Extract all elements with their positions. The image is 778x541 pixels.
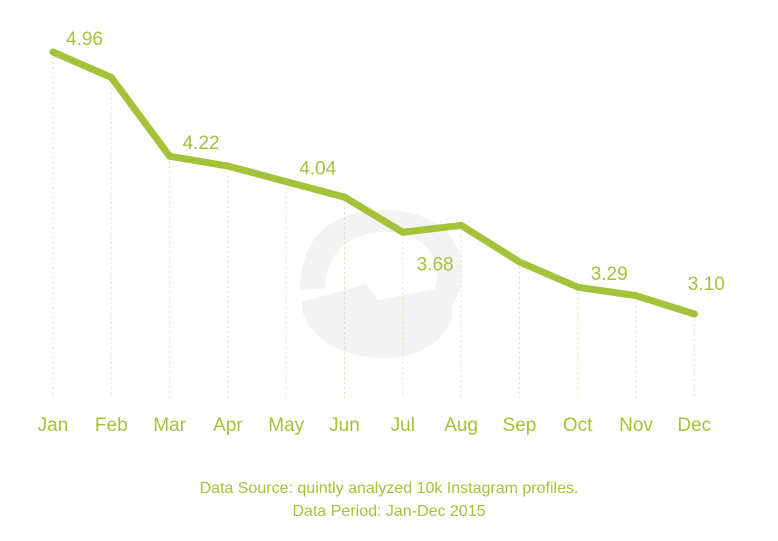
x-tick-label-feb: Feb xyxy=(95,415,128,436)
data-point-feb xyxy=(107,73,115,81)
data-label-aug: 3.68 xyxy=(417,254,454,275)
data-source-text: Data Source: quintly analyzed 10k Instag… xyxy=(199,480,579,497)
x-tick-label-dec: Dec xyxy=(677,415,711,436)
data-point-apr xyxy=(224,162,232,170)
data-labels: 4.96 4.22 4.04 3.68 3.29 3.10 xyxy=(66,29,725,295)
x-tick-label-jun: Jun xyxy=(329,415,360,436)
data-point-dec xyxy=(690,310,698,318)
series-line xyxy=(49,48,698,318)
x-tick-label-jan: Jan xyxy=(38,415,69,436)
x-tick-label-mar: Mar xyxy=(153,415,186,436)
x-tick-label-nov: Nov xyxy=(619,415,653,436)
data-point-jun xyxy=(341,193,348,201)
data-label-jan: 4.96 xyxy=(66,29,103,50)
x-tick-label-oct: Oct xyxy=(563,415,593,436)
x-tick-label-jul: Jul xyxy=(391,415,415,436)
data-point-mar xyxy=(166,152,174,160)
x-tick-label-sep: Sep xyxy=(502,415,536,436)
data-point-oct xyxy=(574,283,582,291)
data-point-jul xyxy=(399,228,407,236)
data-point-nov xyxy=(632,292,640,300)
watermark-logo-icon xyxy=(300,210,462,358)
x-axis-tick-labels: Jan Feb Mar Apr May Jun Jul Aug Sep Oct Nov Dec xyxy=(38,415,712,436)
series-line-path xyxy=(49,48,698,318)
line-chart: 4.96 4.22 4.04 3.68 3.29 3.10 Jan Feb Mar Apr May… xyxy=(38,29,725,436)
data-label-oct: 3.29 xyxy=(591,264,628,285)
data-period-text: Data Period: Jan-Dec 2015 xyxy=(292,503,486,520)
data-point-jan xyxy=(49,48,57,56)
data-label-mar: 4.22 xyxy=(183,133,220,154)
grid-lines xyxy=(52,52,695,398)
chart-footer: Data Source: quintly analyzed 10k Instag… xyxy=(0,477,778,523)
data-point-aug xyxy=(457,221,465,229)
data-label-dec: 3.10 xyxy=(688,274,725,295)
x-tick-label-aug: Aug xyxy=(444,415,478,436)
x-tick-label-may: May xyxy=(268,415,304,436)
data-point-sep xyxy=(515,258,523,266)
data-label-may: 4.04 xyxy=(299,159,336,180)
chart-svg: 4.96 4.22 4.04 3.68 3.29 3.10 Jan Feb Mar Apr May… xyxy=(38,29,725,436)
x-tick-label-apr: Apr xyxy=(213,415,243,436)
data-point-may xyxy=(282,178,290,186)
